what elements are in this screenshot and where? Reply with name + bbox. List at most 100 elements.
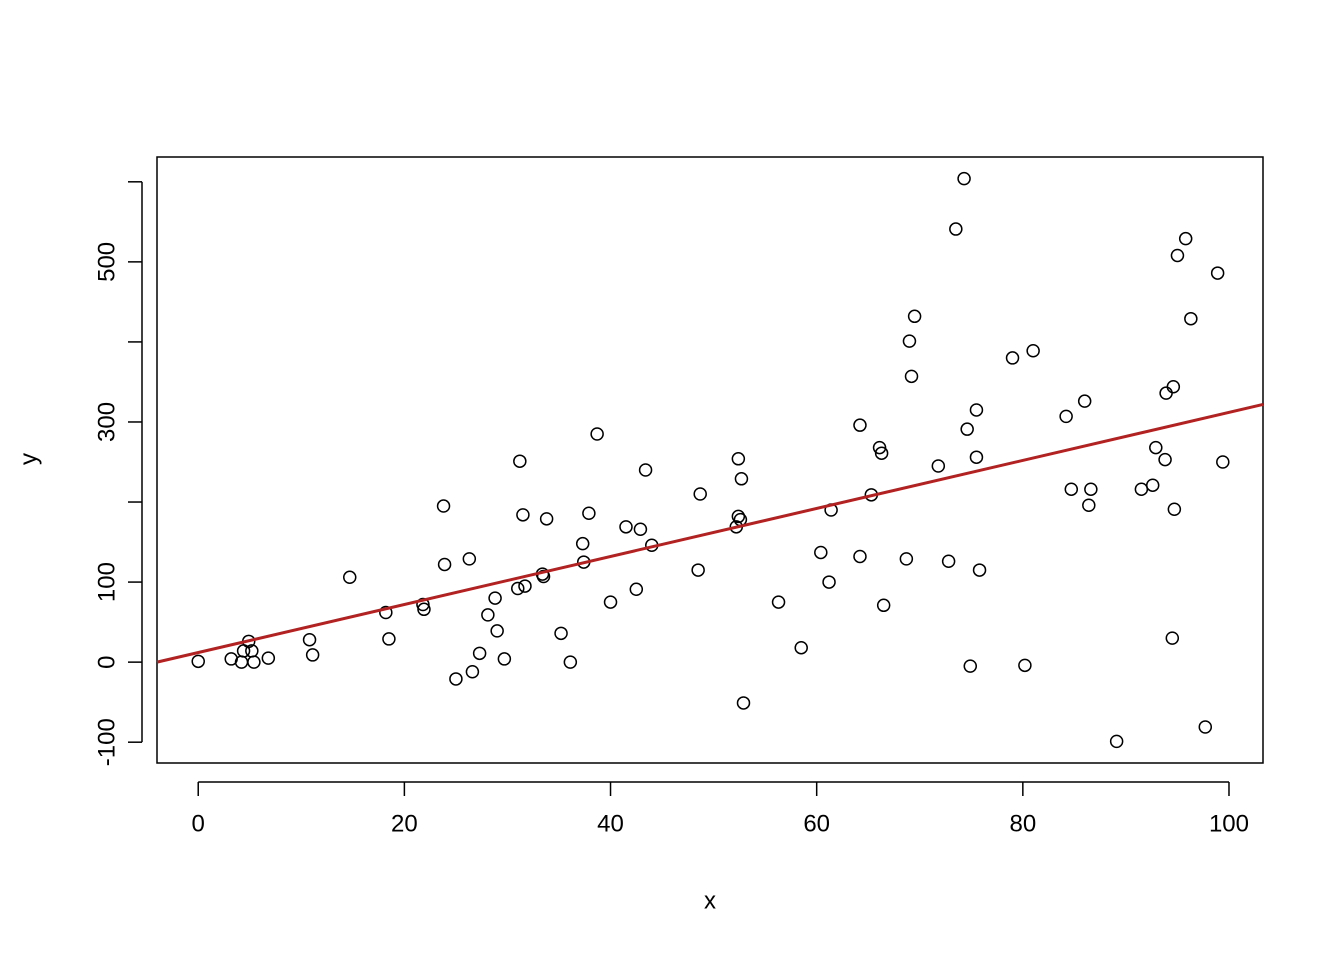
point: [1077, 394, 1092, 408]
point: [536, 569, 551, 584]
point: [1166, 380, 1181, 394]
point: [619, 520, 633, 534]
point: [874, 446, 889, 460]
point: [972, 563, 987, 577]
point: [1059, 409, 1073, 424]
x-axis-label: x: [704, 887, 716, 914]
y-axis-label: y: [15, 453, 42, 465]
point: [960, 422, 974, 436]
point: [1158, 452, 1172, 467]
point: [693, 487, 707, 501]
point: [416, 597, 430, 612]
point: [1184, 311, 1198, 326]
point: [941, 554, 956, 569]
point: [822, 575, 836, 589]
point: [633, 522, 648, 536]
point: [513, 454, 527, 468]
point: [462, 552, 477, 566]
x-tick-label: 100: [1209, 810, 1249, 837]
point: [1082, 498, 1096, 512]
point: [1165, 631, 1180, 645]
point: [417, 602, 431, 617]
point: [1134, 482, 1149, 496]
point: [969, 403, 984, 417]
x-tick-label: 60: [803, 810, 830, 837]
point: [575, 536, 590, 551]
point: [731, 509, 746, 524]
point: [343, 570, 357, 585]
point: [590, 427, 604, 441]
regression-line: [156, 402, 1264, 664]
point: [1178, 231, 1193, 246]
point: [814, 545, 828, 560]
x-tick-label: 20: [391, 810, 418, 837]
point: [1145, 478, 1160, 492]
point: [305, 648, 320, 662]
point: [1216, 455, 1230, 469]
point: [931, 459, 946, 473]
point: [949, 222, 963, 236]
point: [731, 452, 746, 466]
point: [876, 598, 891, 613]
point: [490, 624, 504, 638]
y-tick-label: 500: [93, 242, 120, 282]
point: [899, 552, 914, 566]
point: [907, 309, 922, 324]
point: [379, 605, 393, 620]
point: [638, 463, 653, 477]
point: [963, 659, 978, 673]
y-tick-label: 0: [93, 655, 120, 668]
point: [1018, 658, 1032, 673]
y-tick-label: -100: [93, 718, 120, 766]
point: [539, 512, 554, 526]
point: [518, 579, 532, 593]
point: [1210, 266, 1225, 280]
point: [234, 655, 249, 669]
point: [449, 672, 463, 686]
y-tick-label: 300: [93, 402, 120, 442]
point: [736, 696, 751, 710]
point: [261, 651, 276, 665]
point: [794, 640, 808, 655]
point: [481, 608, 495, 622]
point: [563, 655, 578, 669]
point: [1149, 440, 1163, 455]
point: [771, 595, 786, 609]
point: [1026, 343, 1040, 358]
point: [382, 632, 396, 646]
x-tick-label: 80: [1009, 810, 1036, 837]
x-tick-label: 40: [597, 810, 624, 837]
point: [853, 418, 867, 432]
point: [465, 664, 480, 679]
point: [1064, 482, 1079, 496]
point: [554, 626, 568, 641]
point: [629, 582, 644, 597]
point: [1005, 351, 1020, 365]
point: [1198, 720, 1213, 734]
point: [1170, 248, 1185, 263]
point: [511, 581, 525, 596]
point: [1159, 386, 1173, 400]
point: [1167, 502, 1182, 516]
point: [1084, 482, 1098, 496]
point: [437, 557, 452, 572]
point: [734, 472, 749, 486]
point: [582, 506, 596, 520]
point: [904, 369, 919, 384]
point: [247, 655, 261, 669]
point: [516, 508, 530, 522]
point: [853, 549, 867, 564]
y-tick-label: 100: [93, 562, 120, 602]
plot-box: [156, 156, 1264, 764]
point: [957, 171, 971, 186]
point: [436, 499, 451, 513]
point: [902, 334, 917, 348]
x-tick-label: 0: [192, 810, 205, 837]
point: [969, 450, 984, 464]
point: [691, 563, 705, 577]
point: [488, 591, 502, 605]
point: [191, 654, 205, 669]
point: [302, 632, 317, 647]
